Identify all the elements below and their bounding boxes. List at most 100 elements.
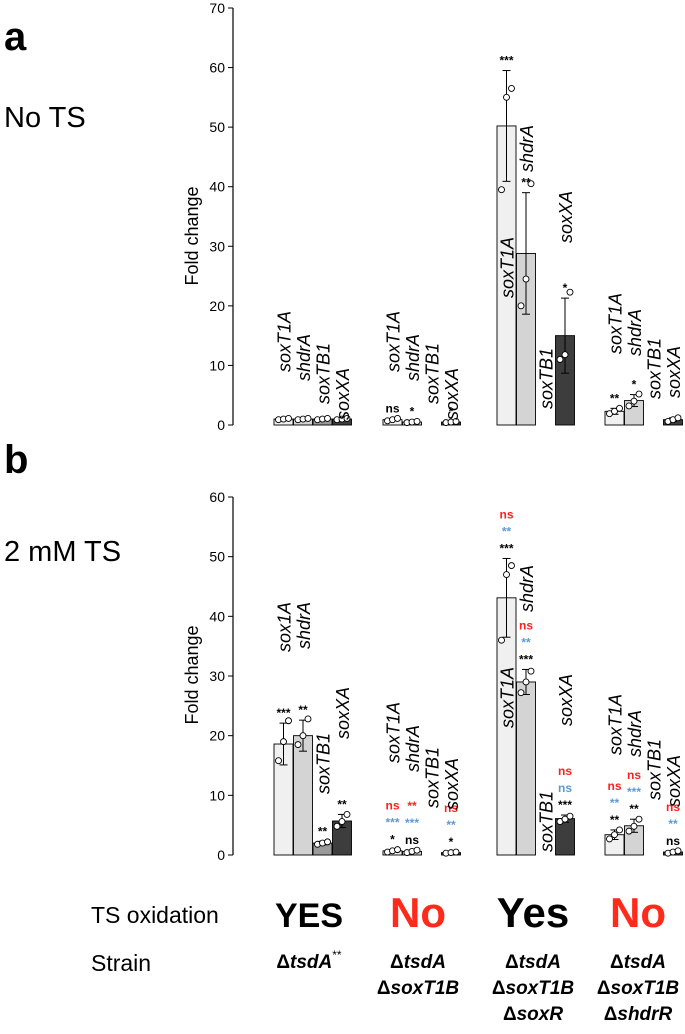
gene-label-b: soxXA [664,755,684,807]
data-point-b [527,667,535,675]
significance-label-b: ns [385,799,399,813]
y-tick-label-a: 30 [209,238,225,254]
panel-a-letter: a [4,15,27,59]
gene-label-a: soxXA [664,346,684,398]
y-tick-label-a: 60 [209,60,225,76]
data-point-a [452,417,460,425]
strain-name: ΔsoxT1B [377,978,460,999]
gene-label-a: soxT1A [498,237,518,298]
chart-panel-b: 0102030405060***sox1A**shdrA**soxTB1**so… [209,489,684,863]
data-point-b [343,810,351,818]
significance-label-b: ns [666,800,680,814]
gene-label-b: shdrA [517,565,537,612]
data-point-b [606,835,613,843]
significance-label-b: * [449,835,454,849]
significance-label-b: ** [668,817,678,831]
significance-label-a: *** [499,54,513,68]
significance-label-a: * [563,281,568,295]
strain-label: Strain [91,950,151,976]
y-tick-label-a: 20 [209,298,225,314]
data-point-b [635,815,643,823]
data-point-b [503,571,510,579]
data-point-b [674,847,682,855]
gene-label-b: soxTB1 [537,791,557,852]
strain-name: ΔtsdA [610,952,666,973]
gene-label-b: soxT1A [606,694,626,755]
data-point-b [498,636,505,644]
data-point-a [611,407,618,415]
strain-name: ΔtsdA [505,952,561,973]
data-point-b [611,831,618,839]
data-point-b [625,827,633,835]
data-point-a [635,390,643,398]
significance-label-a: ** [521,176,531,190]
y-tick-label-b: 10 [209,787,225,803]
gene-label-a: soxT1A [384,311,404,372]
gene-label-a: shdrA [625,309,645,356]
gene-label-b: shdrA [294,602,314,649]
significance-label-b: ns [499,507,513,521]
significance-label-b: ** [446,818,456,832]
significance-label-a: * [632,378,637,392]
data-point-b [333,822,341,830]
significance-label-b: *** [627,785,641,799]
data-point-b [280,738,287,746]
significance-label-b: ** [629,802,639,816]
data-point-b [304,715,312,723]
significance-label-b: ns [405,833,419,847]
y-tick-label-b: 50 [209,549,225,565]
data-point-a [561,351,569,359]
gene-label-b: soxTB1 [314,733,334,794]
data-point-b [630,822,638,830]
gene-label-a: soxXA [333,368,353,420]
data-point-b [508,562,515,570]
bar-b [516,681,536,856]
gene-label-a: shdrA [403,334,423,381]
data-point-b [294,741,302,749]
significance-label-a: ** [610,391,620,405]
data-point-a [285,414,292,422]
gene-label-b: shdrA [625,710,645,757]
strain-name: ΔsoxT1B [492,978,575,999]
significance-label-b: *** [276,706,290,720]
strain-name: ΔtsdA** [276,948,342,973]
data-point-b [299,732,307,740]
strain-name: ΔsoxR [503,1004,563,1025]
significance-label-b: ns [444,801,458,815]
strain-name: ΔtsdA [390,952,446,973]
bar-b [293,735,313,856]
data-point-a [343,414,351,422]
gene-label-b: soxXA [333,687,353,739]
footer-columns: YES No Yes No ΔtsdA** ΔtsdA ΔsoxT1B ΔtsdA ΔsoxT1… [275,889,679,1025]
data-point-a [616,404,623,412]
data-point-a [556,356,564,363]
gene-label-b: sox1A [275,602,295,652]
significance-label-b: ** [502,524,512,538]
data-point-b [616,826,623,834]
gene-label-b: soxXA [556,674,576,726]
data-point-a [517,302,525,310]
data-point-a [674,414,682,422]
panel-b-condition: 2 mM TS [4,536,121,568]
significance-label-b: ns [627,768,641,782]
gene-label-a: soxXA [442,368,462,420]
significance-label-b: ** [407,799,417,813]
ts-oxidation-value: No [610,889,666,936]
y-tick-label-a: 40 [209,179,225,195]
data-point-a [394,414,401,422]
data-point-a [508,84,515,92]
data-point-b [452,848,460,856]
strain-name: ΔsoxT1B [597,978,680,999]
significance-label-b: *** [519,652,533,666]
gene-label-b: soxT1A [498,667,518,728]
data-point-b [275,757,282,765]
data-point-a [304,414,312,422]
ts-oxidation-value: YES [275,897,343,935]
data-point-b [566,812,574,820]
gene-label-b: soxXA [442,758,462,810]
significance-label-b: ** [521,635,531,649]
y-tick-label-b: 30 [209,668,225,684]
y-tick-label-b: 0 [217,847,225,863]
y-tick-label-b: 20 [209,728,225,744]
significance-label-b: ** [610,796,620,810]
